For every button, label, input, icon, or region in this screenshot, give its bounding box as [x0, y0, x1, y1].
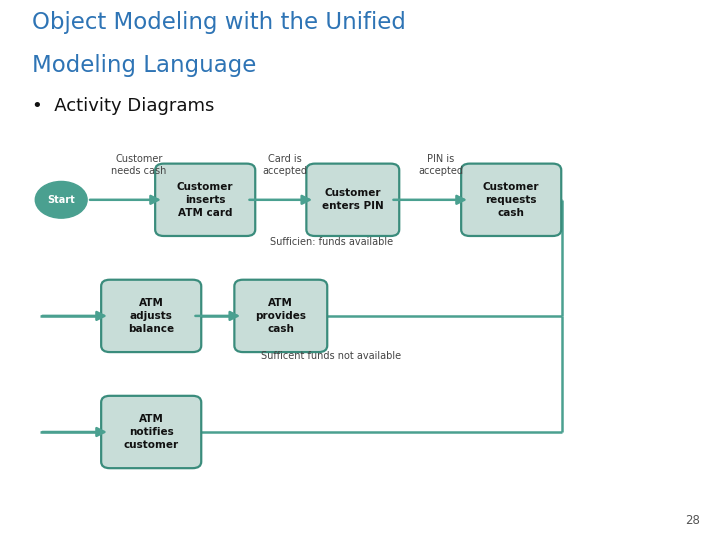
- Text: ATM
adjusts
balance: ATM adjusts balance: [128, 298, 174, 334]
- Text: Customer
needs cash: Customer needs cash: [112, 154, 166, 176]
- Text: Customer
inserts
ATM card: Customer inserts ATM card: [177, 182, 233, 218]
- FancyBboxPatch shape: [307, 164, 399, 236]
- Text: Modeling Language: Modeling Language: [32, 54, 257, 77]
- Text: 28: 28: [685, 514, 700, 526]
- Ellipse shape: [35, 181, 87, 218]
- Text: Customer
requests
cash: Customer requests cash: [483, 182, 539, 218]
- Text: Sufficent funds not available: Sufficent funds not available: [261, 352, 401, 361]
- FancyBboxPatch shape: [155, 164, 255, 236]
- Text: ATM
provides
cash: ATM provides cash: [256, 298, 306, 334]
- FancyBboxPatch shape: [461, 164, 562, 236]
- Text: •  Activity Diagrams: • Activity Diagrams: [32, 97, 215, 115]
- Text: ATM
notifies
customer: ATM notifies customer: [124, 414, 179, 450]
- FancyBboxPatch shape: [101, 396, 201, 468]
- Text: Card is
accepted: Card is accepted: [262, 154, 307, 176]
- Text: Sufficien: funds available: Sufficien: funds available: [269, 237, 393, 247]
- Text: Start: Start: [48, 195, 75, 205]
- FancyBboxPatch shape: [235, 280, 327, 352]
- Text: PIN is
accepted: PIN is accepted: [418, 154, 463, 176]
- Text: Object Modeling with the Unified: Object Modeling with the Unified: [32, 11, 406, 34]
- Text: Customer
enters PIN: Customer enters PIN: [322, 188, 384, 211]
- FancyBboxPatch shape: [101, 280, 201, 352]
